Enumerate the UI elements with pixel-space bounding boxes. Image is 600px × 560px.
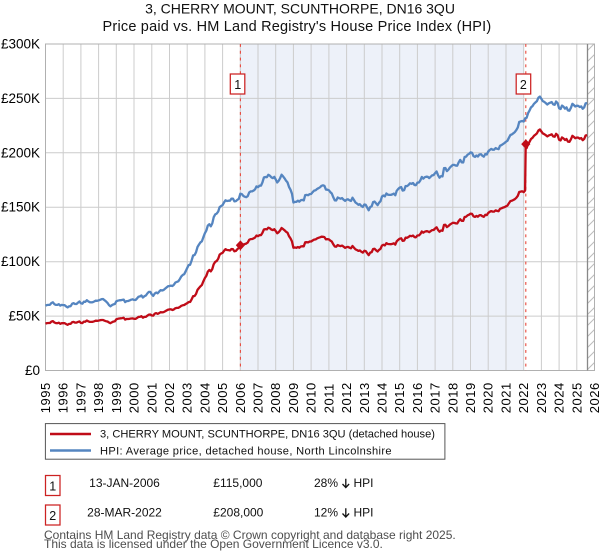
svg-text:2022: 2022: [516, 382, 531, 413]
svg-text:1999: 1999: [109, 382, 124, 413]
svg-text:£50K: £50K: [8, 309, 40, 324]
svg-text:1: 1: [234, 78, 241, 92]
svg-text:Price paid vs. HM Land Registr: Price paid vs. HM Land Registry's House …: [103, 19, 492, 35]
svg-text:2: 2: [520, 78, 527, 92]
svg-text:2000: 2000: [127, 382, 142, 413]
svg-text:2014: 2014: [375, 382, 390, 413]
svg-text:1995: 1995: [38, 382, 53, 413]
svg-text:2024: 2024: [552, 382, 567, 413]
svg-text:£115,000: £115,000: [213, 476, 262, 490]
svg-text:£100K: £100K: [1, 254, 40, 269]
svg-text:13-JAN-2006: 13-JAN-2006: [89, 476, 160, 490]
svg-text:2004: 2004: [197, 382, 212, 413]
svg-text:2009: 2009: [286, 382, 301, 413]
svg-text:This data is licensed under th: This data is licensed under the Open Gov…: [44, 537, 383, 551]
svg-text:2: 2: [49, 509, 56, 523]
svg-text:3, CHERRY MOUNT, SCUNTHORPE, D: 3, CHERRY MOUNT, SCUNTHORPE, DN16 3QU: [145, 1, 455, 17]
svg-text:2007: 2007: [251, 382, 266, 413]
svg-text:£208,000: £208,000: [213, 506, 263, 520]
svg-text:2023: 2023: [534, 382, 549, 413]
svg-text:2005: 2005: [215, 382, 230, 413]
svg-text:HPI: Average price, detached h: HPI: Average price, detached house, Nort…: [100, 446, 392, 458]
svg-text:2012: 2012: [339, 382, 354, 413]
svg-text:2026: 2026: [587, 382, 600, 413]
svg-text:1998: 1998: [91, 382, 106, 413]
svg-text:2025: 2025: [569, 382, 584, 413]
svg-text:2011: 2011: [321, 383, 336, 413]
svg-text:2019: 2019: [463, 382, 478, 413]
svg-text:2010: 2010: [304, 382, 319, 413]
svg-text:2002: 2002: [162, 382, 177, 413]
svg-text:£250K: £250K: [1, 91, 40, 106]
svg-text:28-MAR-2022: 28-MAR-2022: [87, 506, 162, 520]
svg-text:£150K: £150K: [1, 200, 40, 215]
svg-text:2015: 2015: [392, 382, 407, 413]
svg-text:HPI: HPI: [354, 476, 374, 490]
svg-text:2006: 2006: [233, 382, 248, 413]
svg-text:1: 1: [49, 479, 56, 493]
svg-text:HPI: HPI: [354, 506, 374, 520]
svg-text:2013: 2013: [357, 382, 372, 413]
svg-text:2003: 2003: [180, 382, 195, 413]
svg-text:3, CHERRY MOUNT, SCUNTHORPE, D: 3, CHERRY MOUNT, SCUNTHORPE, DN16 3QU (d…: [100, 429, 435, 441]
svg-text:2001: 2001: [144, 382, 159, 413]
svg-text:Contains HM Land Registry data: Contains HM Land Registry data © Crown c…: [44, 528, 456, 542]
svg-text:28%: 28%: [314, 476, 338, 490]
svg-text:£200K: £200K: [1, 145, 40, 160]
svg-text:2008: 2008: [268, 382, 283, 413]
svg-text:£300K: £300K: [1, 37, 40, 52]
svg-text:2018: 2018: [445, 382, 460, 413]
svg-text:1996: 1996: [56, 382, 71, 413]
svg-text:1997: 1997: [73, 382, 88, 413]
svg-text:2016: 2016: [410, 382, 425, 413]
svg-text:£0: £0: [25, 363, 40, 378]
svg-text:2017: 2017: [428, 382, 443, 413]
svg-text:2021: 2021: [499, 382, 514, 413]
svg-text:2020: 2020: [481, 382, 496, 413]
svg-text:12%: 12%: [314, 506, 338, 520]
